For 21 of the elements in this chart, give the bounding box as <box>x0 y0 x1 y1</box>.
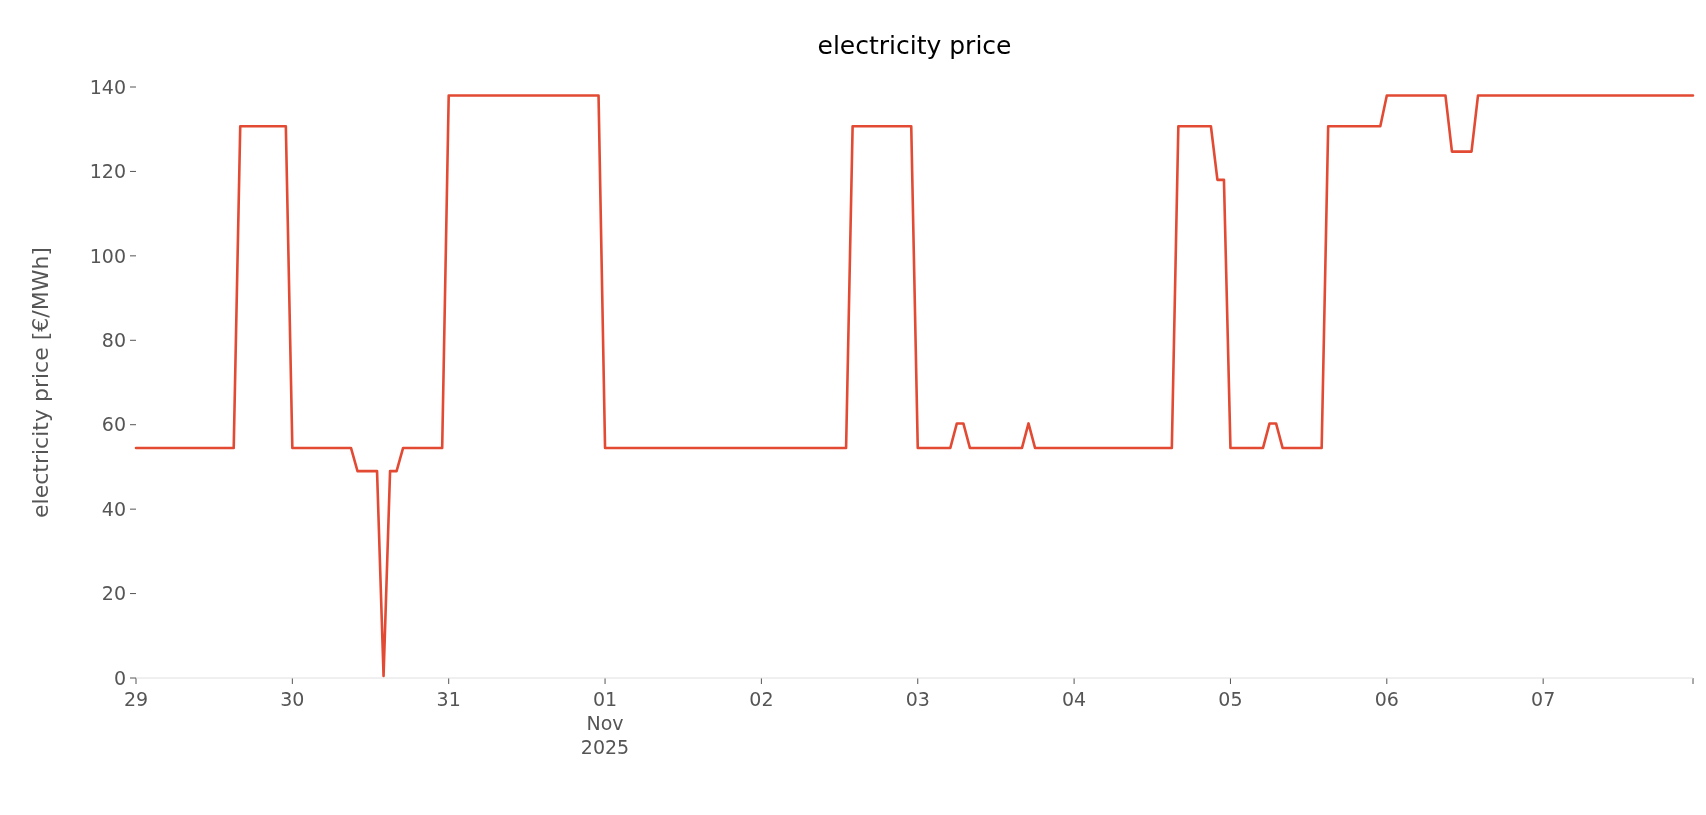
x-tick-label: 02 <box>749 688 774 710</box>
x-tick-label: 29 <box>123 688 149 710</box>
y-tick-label: 100 <box>89 244 126 267</box>
x-tick-label: 07 <box>1531 688 1556 710</box>
y-tick-label: 80 <box>101 328 126 351</box>
x-tick-label: 05 <box>1218 688 1243 710</box>
x-tick-label: 01 Nov 2025 <box>580 688 630 758</box>
x-tick-label: 06 <box>1374 688 1399 710</box>
x-tick-label: 30 <box>280 688 305 710</box>
y-tick-label: 40 <box>101 497 126 520</box>
y-tick-label: 60 <box>101 413 126 436</box>
x-tick-label: 03 <box>905 688 930 710</box>
chart-title: electricity price <box>817 31 1012 60</box>
line-series <box>134 94 1695 678</box>
y-tick-label: 0 <box>113 666 126 689</box>
x-tick-label: 04 <box>1062 688 1087 710</box>
y-tick-label: 120 <box>89 160 126 183</box>
y-tick-label: 20 <box>101 582 126 605</box>
y-tick-label: 140 <box>89 75 126 98</box>
x-tick-label: 31 <box>436 688 461 710</box>
y-axis-title: electricity price [€/MWh] <box>28 247 53 518</box>
